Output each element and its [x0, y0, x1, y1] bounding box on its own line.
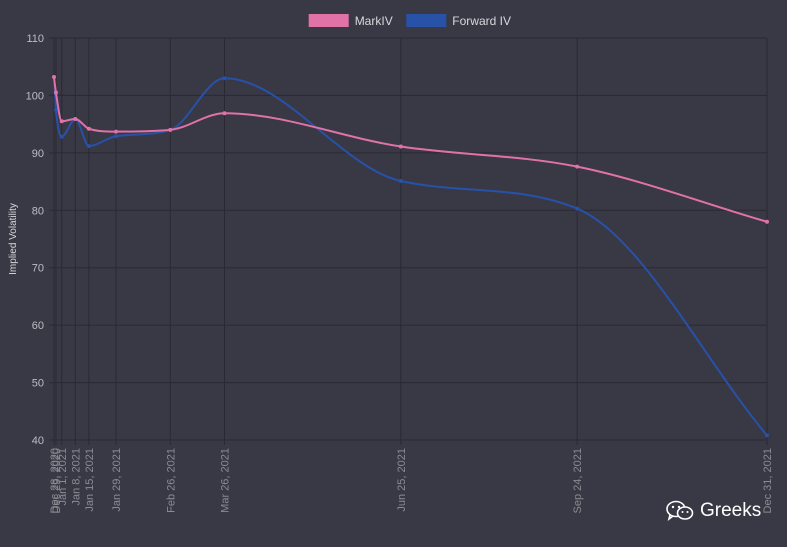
y-tick-label: 50 — [32, 378, 44, 390]
markiv-point — [765, 219, 769, 224]
markiv-point — [575, 164, 580, 169]
wechat-icon — [666, 500, 694, 521]
watermark: Greeks — [666, 500, 761, 522]
forward-iv-point — [53, 107, 58, 112]
legend-swatch-forward-iv — [406, 14, 447, 27]
legend-label-markiv: MarkIV — [355, 14, 393, 28]
forward-iv-point — [765, 433, 769, 438]
y-tick-label: 100 — [26, 90, 44, 102]
markiv-point — [59, 119, 64, 124]
markiv-point — [222, 111, 227, 116]
x-tick-label: Sep 24, 2021 — [572, 448, 584, 513]
y-tick-label: 80 — [32, 205, 44, 217]
y-tick-label: 90 — [32, 148, 44, 160]
markiv-point — [53, 90, 58, 95]
forward-iv-point — [59, 134, 64, 139]
watermark-text: Greeks — [700, 500, 762, 521]
markiv-line — [53, 76, 768, 223]
legend-label-forward-iv: Forward IV — [452, 14, 511, 28]
x-tick-label: Mar 26, 2021 — [220, 448, 232, 513]
forward-iv-point — [114, 134, 118, 139]
x-tick-label: Jun 25, 2021 — [396, 448, 408, 512]
markiv-point — [52, 75, 56, 80]
legend-swatch-markiv — [308, 14, 349, 27]
x-tick-label: Dec 31, 2021 — [762, 448, 774, 513]
x-tick-label: Dec 29, 2020 — [51, 448, 63, 513]
markiv-point — [168, 127, 173, 132]
markiv-point — [73, 116, 78, 121]
forward-iv-point — [222, 76, 227, 81]
y-tick-label: 110 — [26, 33, 44, 45]
x-tick-label: Jan 15, 2021 — [84, 448, 96, 512]
x-tick-label: Feb 26, 2021 — [165, 448, 177, 513]
series-lines — [52, 75, 769, 438]
markiv-point — [114, 129, 118, 134]
x-tick-label: Jan 1, 2021 — [57, 448, 69, 506]
y-tick-label: 70 — [32, 263, 44, 275]
forward-iv-point — [575, 206, 580, 211]
x-tick-label: Jan 8, 2021 — [70, 448, 82, 506]
markiv-point — [398, 144, 403, 149]
grid — [49, 37, 768, 445]
forward-iv-point — [398, 178, 403, 183]
markiv-point — [86, 126, 91, 131]
y-axis-label: Implied Volatility — [8, 203, 19, 275]
x-tick-label: Dec 28, 2020 — [49, 448, 61, 513]
x-tick-label: Jan 29, 2021 — [111, 448, 123, 512]
y-tick-label: 60 — [32, 320, 44, 332]
forward-iv-point — [86, 143, 91, 148]
y-tick-label: 40 — [32, 435, 44, 447]
legend[interactable]: MarkIV Forward IV — [308, 14, 511, 28]
